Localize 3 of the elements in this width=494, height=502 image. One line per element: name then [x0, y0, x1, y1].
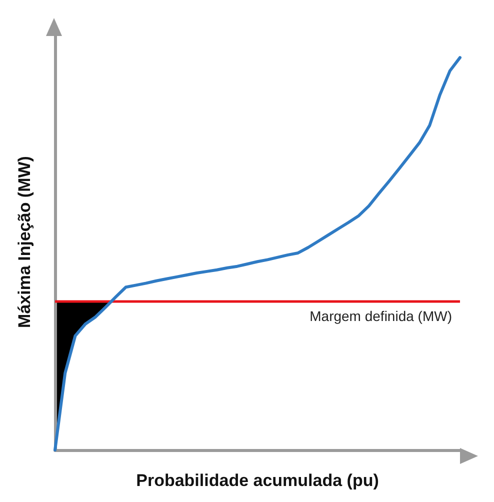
x-axis-title: Probabilidade acumulada (pu): [136, 471, 379, 490]
y-axis-title: Máxima Injeção (MW): [15, 156, 34, 328]
ref-line-label: Margem definida (MW): [310, 308, 452, 324]
